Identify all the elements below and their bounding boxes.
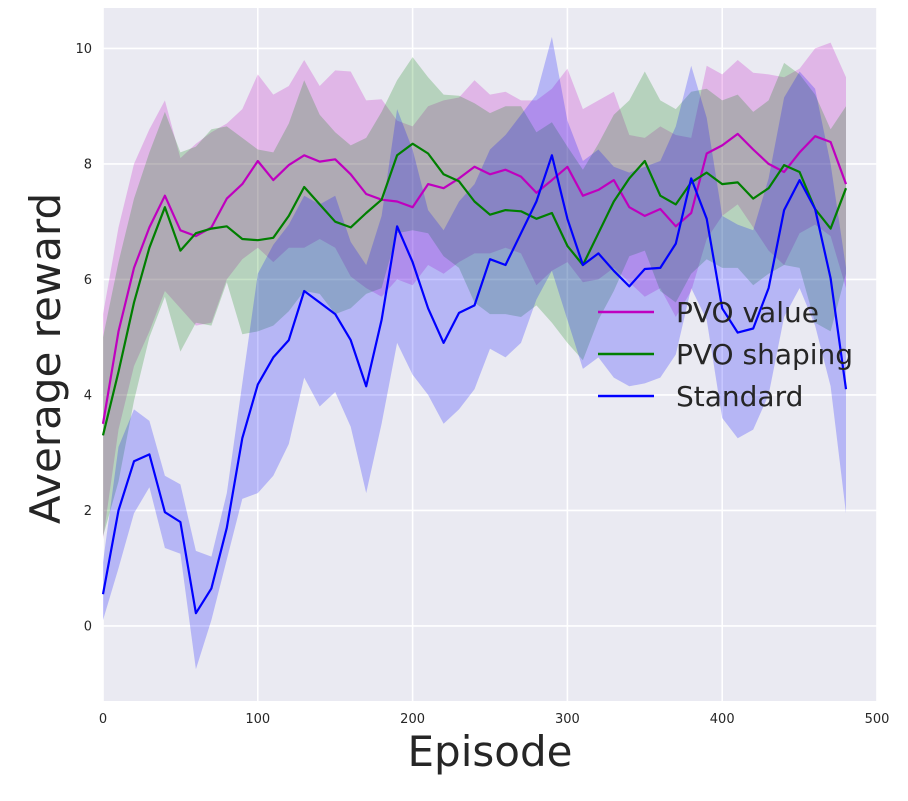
- pvo-value-line: [101, 132, 848, 424]
- legend-label-pvo-shaping: PVO shaping: [676, 338, 853, 371]
- plot-background: [103, 8, 877, 701]
- y-tick-labels: 0 2 4 6 8 10: [75, 42, 92, 634]
- x-tick-label: 500: [865, 712, 890, 727]
- x-tick-label: 300: [555, 712, 580, 727]
- legend-label-standard: Standard: [676, 380, 803, 413]
- pvo-shaping-line: [101, 142, 848, 436]
- y-tick-label: 2: [84, 504, 92, 519]
- standard-line: [101, 154, 848, 615]
- y-tick-label: 0: [84, 619, 92, 634]
- x-tick-label: 400: [710, 712, 735, 727]
- pvo-shaping-band: [103, 57, 846, 537]
- x-axis-label: Episode: [408, 727, 573, 776]
- x-tick-label: 0: [99, 712, 107, 727]
- y-axis-label: Average reward: [21, 193, 70, 524]
- y-tick-label: 10: [75, 42, 92, 57]
- series-lines: [101, 132, 848, 615]
- grid: [102, 8, 878, 701]
- legend-label-pvo-value: PVO value: [676, 296, 819, 329]
- pvo-value-band: [103, 42, 846, 540]
- x-tick-label: 200: [400, 712, 425, 727]
- y-tick-label: 4: [84, 388, 92, 403]
- legend: PVO value PVO shaping Standard: [598, 296, 853, 413]
- x-tick-labels: 0 100 200 300 400 500: [99, 712, 890, 727]
- y-tick-label: 6: [84, 273, 92, 288]
- x-tick-label: 100: [245, 712, 270, 727]
- y-tick-label: 8: [84, 157, 92, 172]
